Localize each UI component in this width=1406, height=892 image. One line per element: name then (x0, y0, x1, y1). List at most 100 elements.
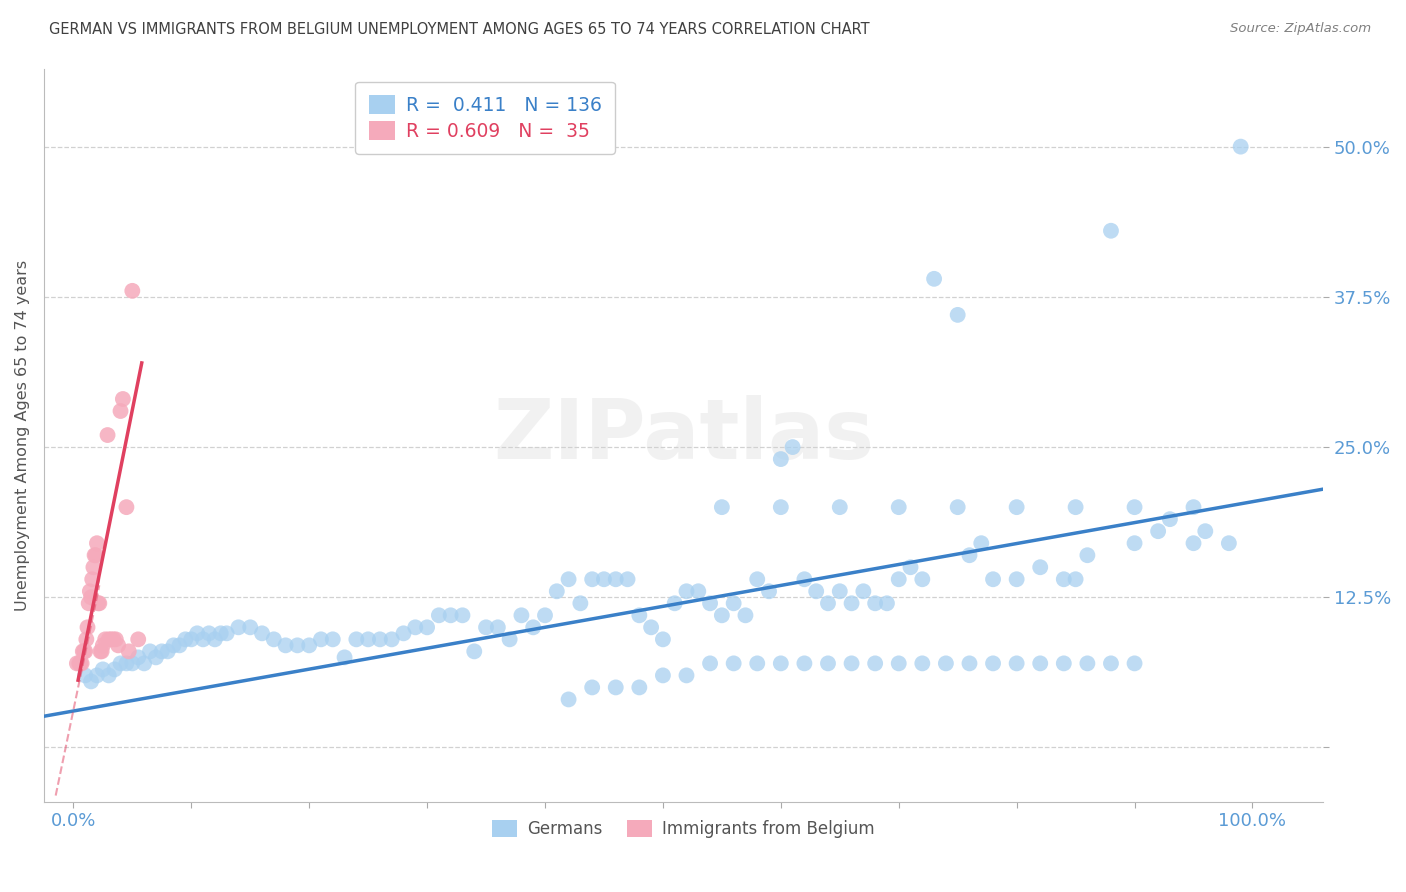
Point (118, 644, 141, 658)
Point (946, 308, 969, 322)
Point (569, 596, 592, 610)
Point (150, 644, 173, 658)
Point (1194, 524, 1216, 538)
Point (841, 596, 863, 610)
Point (103, 632, 125, 647)
Point (404, 620, 426, 634)
Point (640, 620, 662, 634)
Point (67, 657, 90, 671)
Point (863, 657, 886, 671)
Point (1229, 139, 1251, 153)
Point (557, 692, 579, 706)
Point (69, 657, 91, 671)
Text: GERMAN VS IMMIGRANTS FROM BELGIUM UNEMPLOYMENT AMONG AGES 65 TO 74 YEARS CORRELA: GERMAN VS IMMIGRANTS FROM BELGIUM UNEMPL… (49, 22, 870, 37)
Point (156, 644, 179, 658)
Point (91, 662, 114, 676)
Point (581, 681, 603, 695)
Point (110, 404, 132, 418)
Point (1123, 536, 1146, 550)
Point (145, 650, 167, 665)
Point (782, 440, 804, 454)
Point (828, 584, 851, 599)
Point (616, 572, 638, 586)
Point (79, 584, 101, 599)
Point (1099, 224, 1122, 238)
Point (605, 681, 627, 695)
Point (72, 644, 94, 658)
Point (534, 608, 557, 623)
Point (828, 500, 851, 515)
Point (180, 632, 202, 647)
Point (628, 608, 651, 623)
Point (710, 500, 733, 515)
Point (86, 668, 108, 682)
Point (97, 632, 120, 647)
Point (664, 596, 686, 610)
Point (922, 272, 945, 286)
Point (263, 632, 285, 647)
Text: Source: ZipAtlas.com: Source: ZipAtlas.com (1230, 22, 1371, 36)
Point (734, 608, 756, 623)
Point (392, 626, 415, 640)
Point (463, 644, 485, 658)
Point (104, 632, 127, 647)
Point (80, 674, 103, 689)
Text: ZIPatlas: ZIPatlas (494, 394, 875, 475)
Point (605, 572, 627, 586)
Point (75, 668, 97, 682)
Point (546, 584, 568, 599)
Point (593, 572, 616, 586)
Point (357, 632, 380, 647)
Point (1005, 500, 1028, 515)
Point (510, 608, 533, 623)
Point (747, 572, 769, 586)
Y-axis label: Unemployment Among Ages 65 to 74 years: Unemployment Among Ages 65 to 74 years (15, 260, 30, 611)
Point (333, 650, 356, 665)
Point (66, 657, 89, 671)
Point (710, 608, 733, 623)
Point (959, 657, 981, 671)
Point (127, 632, 149, 647)
Point (1076, 548, 1098, 562)
Point (89, 644, 111, 658)
Point (911, 572, 934, 586)
Point (1064, 500, 1087, 515)
Point (1147, 524, 1170, 538)
Point (769, 452, 792, 467)
Point (368, 632, 391, 647)
Point (863, 596, 886, 610)
Point (228, 620, 250, 634)
Point (191, 632, 214, 647)
Point (75, 632, 97, 647)
Point (887, 500, 910, 515)
Point (115, 500, 138, 515)
Point (876, 596, 898, 610)
Point (309, 632, 332, 647)
Point (121, 284, 143, 298)
Point (817, 657, 839, 671)
Point (198, 626, 221, 640)
Point (94, 632, 117, 647)
Point (186, 626, 208, 640)
Point (852, 584, 875, 599)
Point (344, 632, 367, 647)
Point (1218, 536, 1240, 550)
Point (1053, 657, 1076, 671)
Point (139, 644, 162, 658)
Point (70, 657, 93, 671)
Point (76, 620, 98, 634)
Point (1005, 657, 1028, 671)
Point (104, 662, 127, 676)
Point (97, 668, 120, 682)
Point (817, 596, 839, 610)
Point (793, 572, 815, 586)
Point (675, 584, 697, 599)
Point (651, 632, 673, 647)
Point (723, 657, 745, 671)
Point (1182, 536, 1205, 550)
Point (115, 657, 138, 671)
Point (427, 608, 450, 623)
Point (174, 632, 197, 647)
Point (215, 626, 238, 640)
Point (769, 500, 792, 515)
